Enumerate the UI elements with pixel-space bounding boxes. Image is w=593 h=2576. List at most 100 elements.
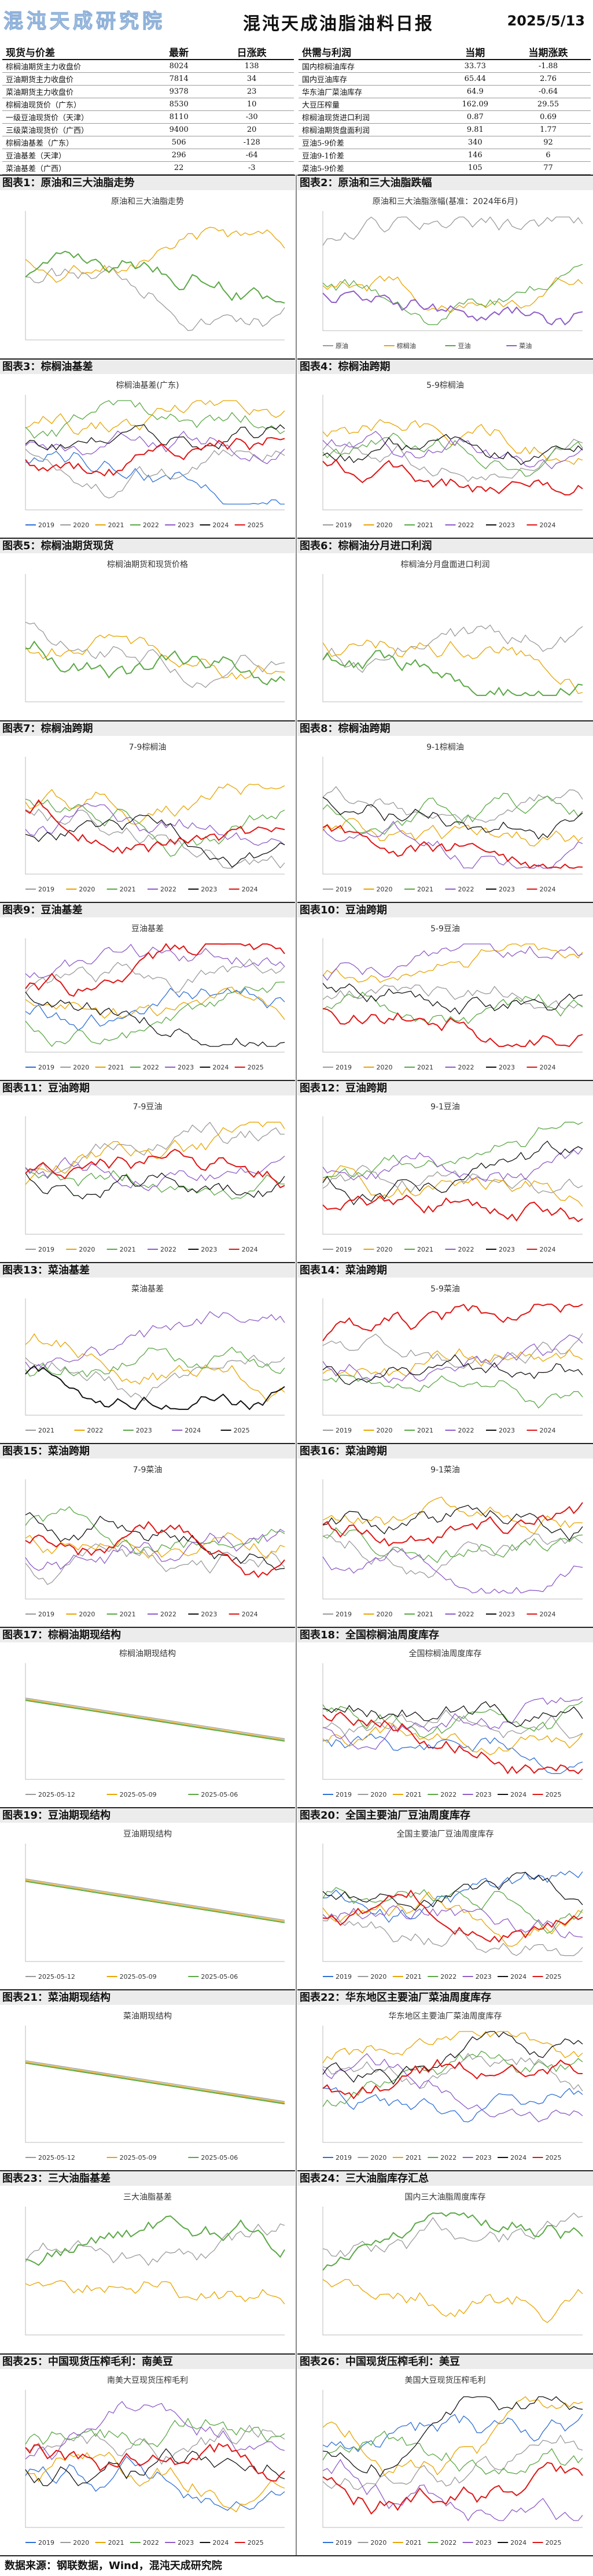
table-row: 棕榈油期货盘面利润 9.81 1.77: [299, 123, 591, 136]
row-value: 146: [444, 149, 506, 162]
legend-label: 2020: [377, 886, 393, 893]
row-value: 1.77: [506, 123, 591, 136]
chart-axis: [322, 757, 583, 875]
legend-label: 2024: [510, 2154, 526, 2162]
row-value: 506: [148, 136, 210, 149]
legend-label: 2022: [143, 1064, 159, 1071]
series-line: [322, 290, 583, 326]
series-line: [322, 2212, 583, 2271]
legend-label: 2021: [417, 521, 433, 529]
chart-panel: 7-9豆油 2019 2020 2021 2022 2023 2024: [2, 1097, 293, 1261]
series-line: [25, 1700, 285, 1742]
row-label: 菜油基差（广西）: [2, 161, 148, 175]
table-row: 菜油基差（广西） 22 -3: [2, 161, 294, 175]
series-line: [25, 1698, 285, 1741]
series-line: [25, 783, 285, 825]
chart-panel: 三大油脂基差: [2, 2187, 293, 2352]
series-line: [25, 1346, 285, 1378]
row-value: -128: [209, 136, 294, 149]
series-line: [25, 2448, 285, 2486]
series-line: [322, 1496, 583, 1534]
summary-tables: 现货与价差 最新 日涨跌 棕榈油期货主力收盘价 8024 138 豆油期货主力收盘价 7…: [0, 44, 593, 188]
row-value: 23: [209, 85, 294, 98]
chart-panel: 7-9棕榈油 2019 2020 2021 2022 2023 2024: [2, 737, 293, 901]
legend-label: 2020: [370, 1973, 386, 1981]
chart-section-title: 图表1：原油和三大油脂走势: [0, 175, 295, 190]
col-header: 当期涨跌: [506, 44, 591, 60]
legend-label: 菜油: [519, 342, 532, 350]
series-line: [322, 1304, 583, 1342]
series-line: [322, 1711, 583, 1775]
legend-label: 2024: [510, 1973, 526, 1981]
legend-label: 2023: [476, 2539, 492, 2547]
series-line: [322, 1870, 583, 1923]
chart-axis: [25, 395, 285, 510]
row-value: 33.73: [444, 60, 506, 73]
chart-axis: [322, 395, 583, 510]
series-line: [25, 943, 285, 978]
legend-label: 2021: [417, 1427, 433, 1434]
legend-label: 2019: [38, 1611, 54, 1618]
chart-section-title: 图表10：豆油跨期: [297, 902, 593, 917]
series-line: [322, 1733, 583, 1774]
series-line: [25, 250, 285, 304]
series-line: [322, 1194, 583, 1223]
series-line: [322, 793, 583, 835]
series-line: [25, 449, 285, 499]
legend-label: 2022: [440, 2154, 456, 2162]
chart-section-title: 图表21：菜油期现结构: [0, 1989, 295, 2005]
chart-axis: [25, 2026, 285, 2143]
series-line: [25, 400, 285, 439]
chart-title: 5-9菜油: [430, 1285, 460, 1294]
series-line: [322, 432, 583, 477]
series-line: [25, 943, 285, 997]
legend-label: 2021: [417, 1246, 433, 1253]
col-header: 供需与利润: [299, 44, 445, 60]
legend-label: 2025-05-12: [38, 1791, 75, 1798]
legend-label: 2023: [178, 2539, 194, 2547]
series-line: [25, 2280, 285, 2305]
chart-title: 7-9棕榈油: [129, 743, 167, 752]
row-value: 162.09: [444, 98, 506, 111]
row-label: 国内豆油库存: [299, 72, 445, 86]
legend-label: 2019: [336, 1791, 352, 1798]
row-value: 7814: [148, 72, 210, 86]
series-line: [322, 2212, 583, 2257]
supply-profit-table: 供需与利润 当期 当期涨跌 国内棕榈油库存 33.73 -1.88 国内豆油库存 65.…: [299, 44, 591, 188]
series-line: [322, 1905, 583, 1939]
series-line: [25, 1122, 285, 1185]
data-source-footer: 数据来源：钢联数据，Wind，混沌天成研究院: [0, 2555, 593, 2576]
legend-label: 2021: [406, 1973, 422, 1981]
legend-label: 2025-05-12: [38, 1973, 75, 1981]
logo-text: 混沌天成研究院: [3, 9, 165, 33]
chart-axis: [25, 1844, 285, 1962]
series-line: [25, 621, 285, 689]
spot-price-table: 现货与价差 最新 日涨跌 棕榈油期货主力收盘价 8024 138 豆油期货主力收盘价 7…: [2, 44, 294, 188]
chart-section-title: 图表2：原油和三大油脂跌幅: [297, 175, 593, 190]
legend-label: 2021: [120, 1246, 136, 1253]
chart-title: 全国主要油厂豆油周度库存: [397, 1829, 494, 1839]
chart-axis: [25, 1298, 285, 1416]
series-line: [322, 216, 583, 246]
series-line: [322, 797, 583, 840]
series-line: [322, 1148, 583, 1182]
series-line: [25, 1512, 285, 1571]
row-value: 8024: [148, 60, 210, 73]
series-line: [322, 434, 583, 465]
row-label: 棕榈油期货盘面利润: [299, 123, 445, 136]
chart-title: 豆油基差: [131, 924, 164, 934]
series-line: [25, 2452, 285, 2512]
series-line: [322, 639, 583, 694]
chart-title: 棕榈油期货和现货价格: [107, 560, 188, 569]
series-line: [322, 991, 583, 1024]
series-line: [25, 400, 285, 435]
chart-panel: 5-9菜油 2019 2020 2021 2022 2023 2024: [300, 1279, 591, 1442]
chart-axis: [25, 938, 285, 1053]
legend-label: 2020: [370, 2154, 386, 2162]
row-label: 三级菜油现货价（广西）: [2, 123, 148, 136]
chart-axis: [322, 1116, 583, 1235]
series-line: [322, 2396, 583, 2476]
series-line: [322, 1891, 583, 1947]
table-row: 棕榈油基差（广东） 506 -128: [2, 136, 294, 149]
legend-label: 2024: [242, 1246, 258, 1253]
